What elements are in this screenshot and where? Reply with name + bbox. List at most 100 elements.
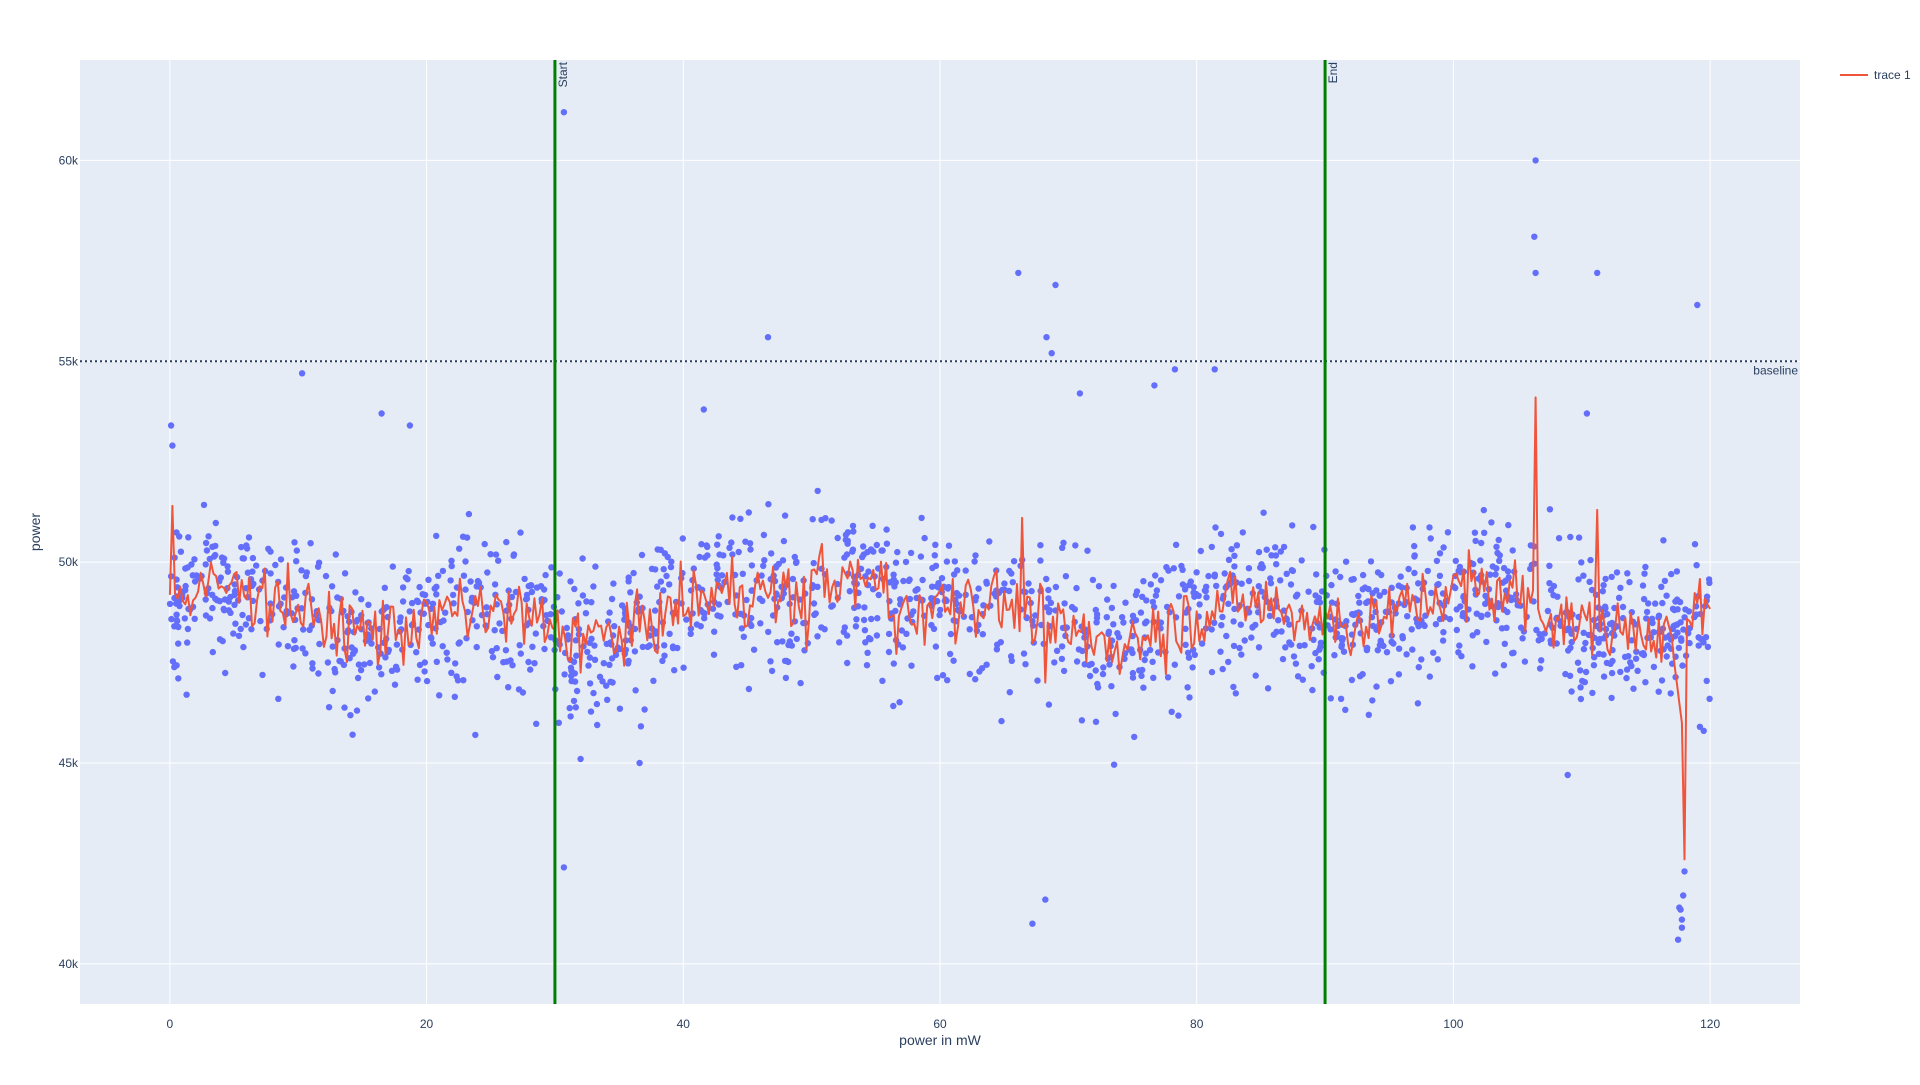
scatter-point — [491, 627, 498, 634]
scatter-point — [899, 644, 907, 651]
scatter-point — [1594, 269, 1601, 277]
scatter-point — [1267, 575, 1274, 582]
scatter-point — [900, 577, 907, 585]
scatter-point — [238, 543, 245, 551]
scatter-point — [462, 586, 469, 593]
scatter-point — [828, 517, 835, 524]
scatter-point — [1554, 593, 1561, 600]
scatter-point — [1469, 632, 1476, 639]
scatter-point — [584, 648, 591, 656]
scatter-point — [555, 719, 562, 726]
line-trace — [168, 396, 1711, 861]
scatter-point — [1663, 653, 1670, 660]
scatter-point — [1546, 562, 1553, 569]
scatter-point — [585, 662, 592, 669]
scatter-point — [892, 559, 900, 566]
scatter-point — [216, 597, 223, 605]
scatter-point — [1415, 664, 1423, 671]
scatter-point — [743, 596, 750, 604]
scatter-point — [1211, 619, 1218, 626]
scatter-point — [1634, 667, 1641, 674]
scatter-point — [1623, 666, 1631, 673]
scatter-point — [399, 598, 407, 605]
scatter-point — [521, 575, 528, 583]
scatter-point — [1025, 580, 1032, 587]
scatter-point — [1282, 644, 1289, 651]
scatter-point — [814, 487, 821, 495]
scatter-point — [1377, 637, 1384, 644]
scatter-point — [355, 661, 363, 668]
scatter-point — [527, 666, 534, 673]
scatter-point — [811, 611, 818, 618]
scatter-point — [596, 673, 604, 680]
scatter-point — [1483, 638, 1490, 646]
scatter-point — [1493, 543, 1500, 550]
scatter-point — [972, 552, 979, 559]
scatter-point — [375, 664, 383, 671]
scatter-point — [413, 597, 421, 604]
scatter-point — [1099, 670, 1107, 678]
scatter-point — [1143, 597, 1150, 604]
scatter-point — [1131, 733, 1138, 741]
scatter-point — [757, 620, 764, 627]
scatter-point — [225, 598, 232, 605]
scatter-point — [517, 650, 524, 657]
scatter-point — [715, 601, 723, 608]
scatter-point — [606, 609, 613, 616]
scatter-point — [455, 640, 462, 647]
scatter-point — [1432, 621, 1440, 628]
scatter-point — [189, 572, 196, 579]
scatter-point — [588, 599, 595, 606]
scatter-point — [429, 640, 436, 647]
scatter-point — [533, 720, 540, 727]
scatter-point — [212, 551, 219, 559]
scatter-point — [907, 549, 915, 557]
scatter-point — [1152, 572, 1159, 579]
scatter-point — [738, 662, 745, 669]
scatter-point — [291, 637, 298, 644]
scatter-point — [939, 672, 947, 679]
scatter-point — [892, 579, 899, 586]
scatter-point — [657, 578, 665, 585]
scatter-point — [224, 563, 231, 570]
scatter-point — [1120, 619, 1127, 626]
scatter-point — [1469, 663, 1476, 670]
scatter-point — [354, 616, 361, 624]
scatter-point — [1640, 595, 1648, 603]
scatter-point — [840, 628, 847, 636]
scatter-point — [167, 422, 175, 429]
scatter-point — [291, 539, 298, 546]
scatter-point — [1642, 679, 1649, 686]
scatter-point — [1669, 625, 1677, 633]
scatter-point — [1179, 581, 1187, 588]
scatter-point — [1191, 593, 1198, 600]
scatter-point — [902, 558, 910, 566]
scatter-point — [315, 670, 322, 677]
scatter-point — [176, 533, 183, 540]
scatter-point — [663, 572, 670, 580]
scatter-point — [861, 627, 869, 634]
legend[interactable]: trace 1 — [1840, 68, 1911, 82]
scatter-point — [1151, 382, 1158, 389]
scatter-point — [797, 679, 804, 687]
scatter-point — [1632, 655, 1640, 662]
scatter-point — [1414, 700, 1422, 707]
scatter-point — [349, 731, 356, 738]
scatter-point — [1047, 599, 1055, 607]
scatter-point — [1444, 529, 1452, 536]
scatter-point — [419, 591, 426, 598]
scatter-point — [1212, 524, 1219, 531]
scatter-point — [1383, 649, 1391, 656]
scatter-point — [1075, 646, 1083, 653]
scatter-point — [433, 532, 440, 540]
scatter-point — [1058, 643, 1066, 650]
scatter-point — [560, 864, 568, 871]
scatter-point — [1696, 723, 1704, 730]
scatter-point — [946, 650, 954, 658]
scatter-point — [1140, 684, 1147, 691]
scatter-point — [563, 624, 570, 632]
scatter-point — [937, 606, 944, 614]
scatter-point — [452, 660, 459, 667]
scatter-point — [1350, 575, 1357, 583]
